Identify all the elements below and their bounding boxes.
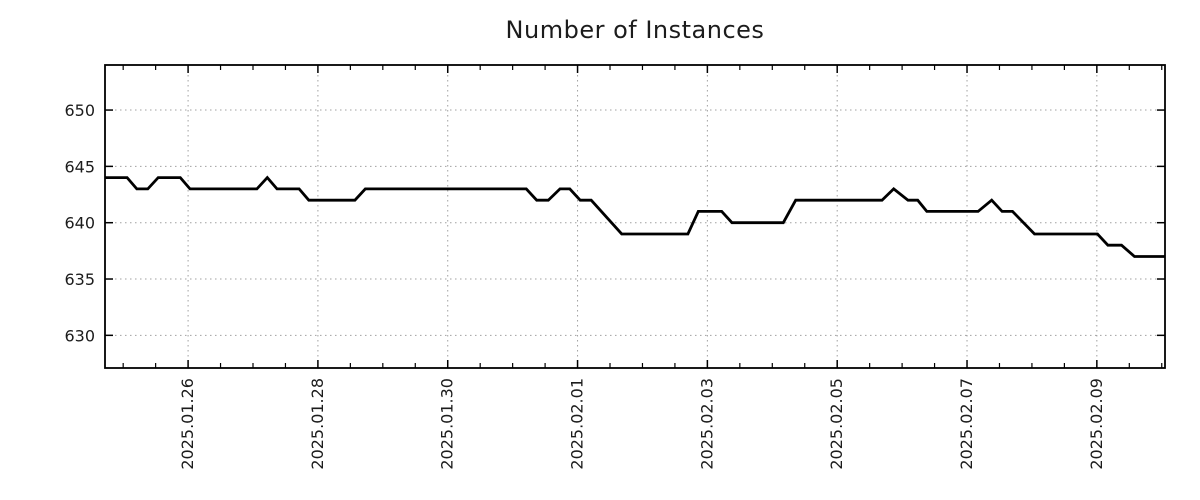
y-tick-label: 635 [64,270,95,289]
y-tick-label: 640 [64,214,95,233]
plot-border [104,64,1166,369]
x-tick-label: 2025.02.07 [957,378,976,470]
y-tick-label: 645 [64,157,95,176]
x-tick-label: 2025.02.03 [697,378,716,470]
x-tick-label: 2025.01.26 [178,378,197,470]
x-tick-label: 2025.02.09 [1087,378,1106,470]
x-tick-label: 2025.02.01 [568,378,587,470]
series-line [105,175,1165,258]
y-tick-label: 650 [64,101,95,120]
x-tick-label: 2025.02.05 [827,378,846,470]
x-tick-label: 2025.01.28 [308,378,327,470]
x-tick-label: 2025.01.30 [438,378,457,470]
chart-title: Number of Instances [505,16,765,44]
y-tick-label: 630 [64,326,95,345]
